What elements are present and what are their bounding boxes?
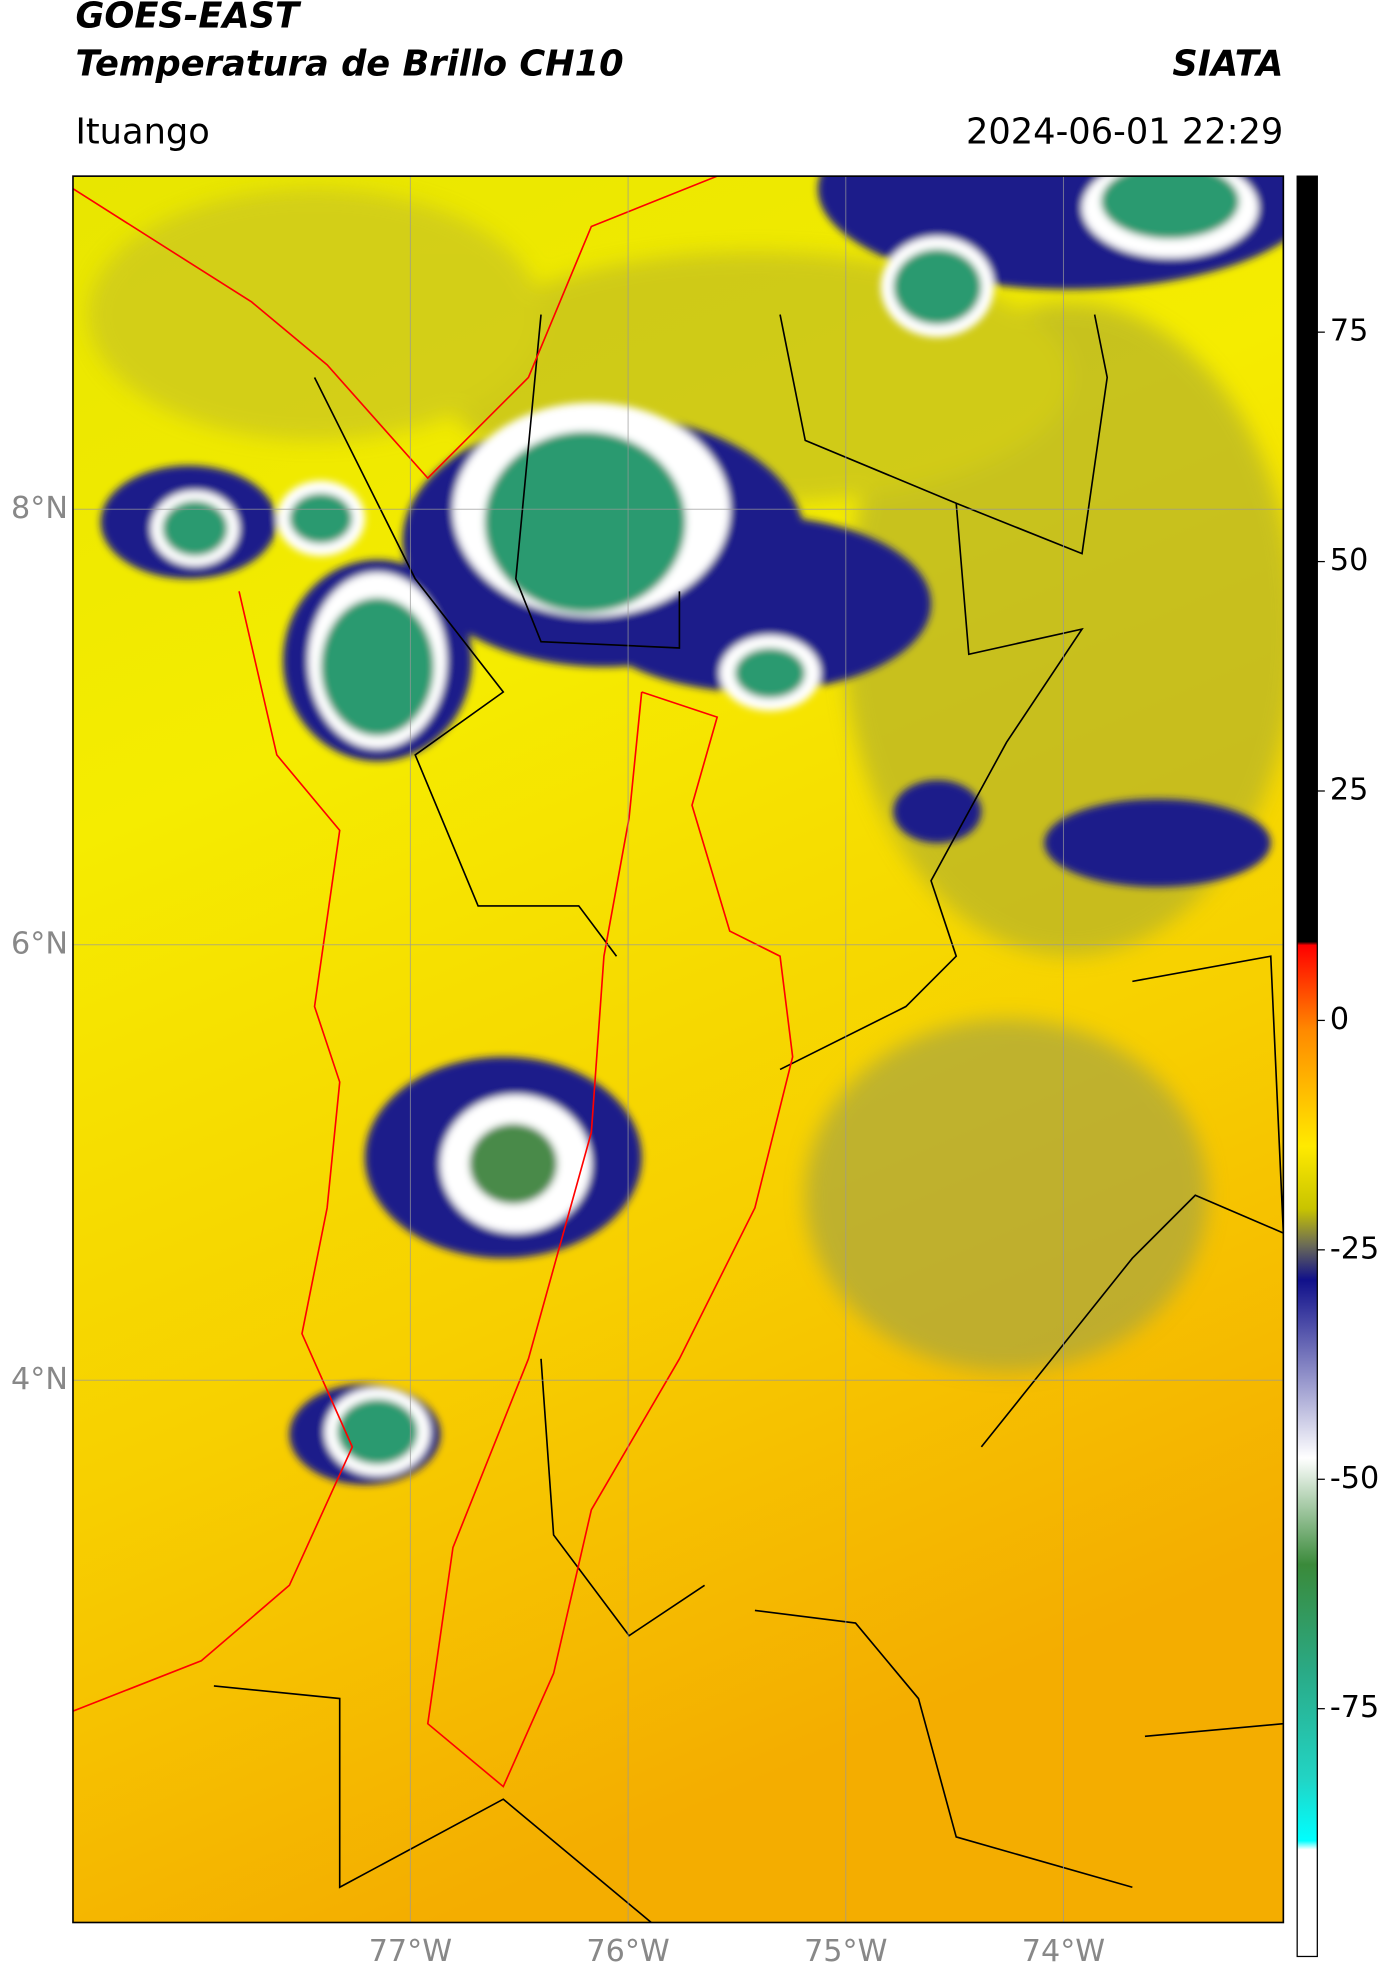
lat-label: 8°N bbox=[11, 491, 68, 526]
colorbar-tick-label: -75 bbox=[1330, 1690, 1379, 1725]
colorbar-tick-label: 50 bbox=[1330, 543, 1368, 578]
lon-label: 74°W bbox=[1022, 1934, 1105, 1969]
map-frame bbox=[72, 175, 1285, 1924]
lat-label: 4°N bbox=[11, 1362, 68, 1397]
satellite: GOES-EAST bbox=[75, 0, 302, 37]
coast-and-basin bbox=[72, 176, 794, 1788]
product: Temperatura de Brillo CH10 bbox=[75, 43, 623, 84]
colorbar-tick-label: 0 bbox=[1330, 1002, 1349, 1037]
graticule bbox=[72, 176, 1284, 1923]
borders bbox=[213, 314, 1284, 1923]
colorbar bbox=[1296, 175, 1318, 1958]
location: Ituango bbox=[75, 111, 209, 152]
colorbar-tick-label: 75 bbox=[1330, 314, 1368, 349]
lon-label: 76°W bbox=[586, 1934, 669, 1969]
colorbar-tick-label: 25 bbox=[1330, 772, 1368, 807]
map-image bbox=[72, 176, 1284, 1923]
datetime: 2024-06-01 22:29 bbox=[966, 111, 1283, 152]
lat-label: 6°N bbox=[11, 926, 68, 961]
colorbar-tick-label: -25 bbox=[1330, 1231, 1379, 1266]
organization: SIATA bbox=[1172, 43, 1283, 84]
lon-label: 77°W bbox=[369, 1934, 452, 1969]
colorbar-tick-label: -50 bbox=[1330, 1461, 1379, 1496]
lon-label: 75°W bbox=[804, 1934, 887, 1969]
